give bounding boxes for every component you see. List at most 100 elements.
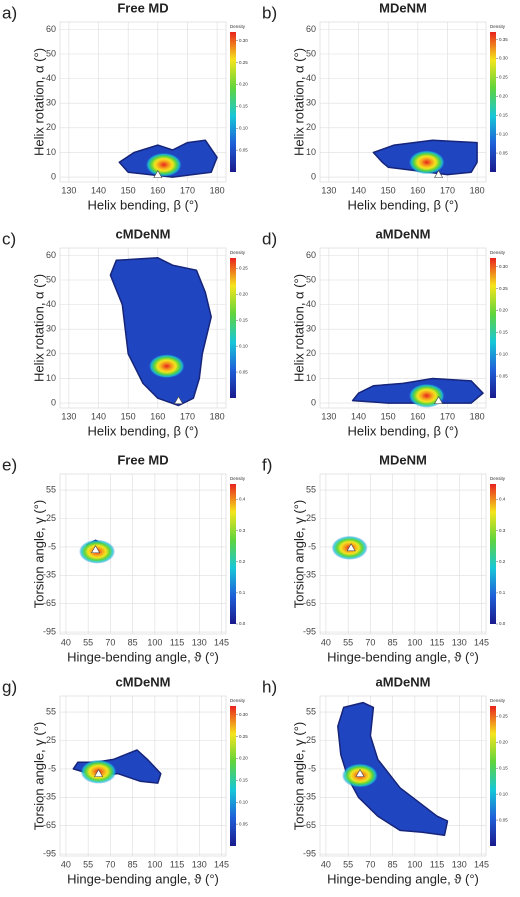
panel-title: Free MD (117, 0, 168, 15)
x-tick-label: 170 (440, 185, 455, 195)
colorbar-tick-label: 0.2 (499, 559, 506, 564)
y-axis-label: Helix rotation, α (°) (31, 274, 46, 382)
colorbar (490, 706, 496, 846)
y-tick-label: 20 (46, 348, 56, 358)
y-tick-label: 55 (46, 484, 56, 494)
y-tick-label: 30 (46, 324, 56, 334)
y-tick-label: 10 (46, 147, 56, 157)
panel-title: aMDeNM (376, 226, 431, 241)
colorbar-tick-label: 0.20 (499, 94, 508, 99)
x-axis-label: Helix bending, β (°) (88, 423, 199, 438)
x-tick-label: 55 (343, 637, 353, 647)
colorbar-tick-label: 0.05 (239, 147, 248, 152)
y-tick-label: 25 (46, 513, 56, 523)
panel-label: c) (2, 229, 16, 248)
y-tick-label: 60 (306, 250, 316, 260)
y-tick-label: 55 (306, 484, 316, 494)
colorbar-title: Density (230, 698, 246, 703)
colorbar (230, 706, 236, 846)
y-tick-label: -95 (43, 626, 56, 636)
colorbar-tick-label: 0.0 (239, 621, 246, 626)
colorbar-tick-label: 0.10 (499, 131, 508, 136)
y-tick-label: 30 (306, 98, 316, 108)
y-tick-label: 10 (306, 373, 316, 383)
x-tick-label: 40 (321, 859, 331, 869)
x-axis-label: Helix bending, β (°) (348, 197, 459, 212)
panel-title: MDeNM (379, 452, 427, 467)
y-tick-label: 55 (306, 706, 316, 716)
x-tick-label: 70 (105, 637, 115, 647)
x-axis-label: Hinge-bending angle, ϑ (°) (67, 649, 219, 664)
peak-marker (434, 396, 444, 404)
colorbar-tick-label: 0.25 (239, 266, 248, 271)
density-core (145, 152, 182, 177)
y-tick-label: 50 (46, 48, 56, 58)
y-tick-label: 30 (46, 98, 56, 108)
x-tick-label: 160 (150, 411, 165, 421)
panel-label: a) (2, 3, 17, 22)
y-tick-label: 20 (306, 122, 316, 132)
x-tick-label: 55 (83, 637, 93, 647)
peak-marker (434, 170, 444, 178)
colorbar-tick-label: 0.1 (239, 590, 246, 595)
colorbar-tick-label: 0.10 (239, 125, 248, 130)
x-tick-label: 115 (170, 859, 184, 869)
y-tick-label: 60 (306, 24, 316, 34)
panel: h) aMDeNM 40 55 70 85 100 115 130 145 -95 -65 -35 -5 2… (262, 674, 508, 886)
x-tick-label: 150 (121, 411, 136, 421)
colorbar-tick-label: 0.15 (239, 104, 248, 109)
x-tick-label: 150 (381, 185, 396, 195)
x-tick-label: 160 (150, 185, 165, 195)
x-tick-label: 180 (470, 411, 485, 421)
peak-marker (91, 545, 101, 554)
colorbar-tick-label: 0.15 (239, 317, 248, 322)
panel: g) cMDeNM 40 55 70 85 100 115 130 145 -95 -65 -35 -5 2… (2, 674, 248, 886)
y-tick-label: 40 (46, 73, 56, 83)
density-core (408, 150, 445, 175)
colorbar-tick-label: 0.30 (239, 38, 248, 43)
x-tick-label: 145 (474, 859, 489, 869)
x-tick-label: 115 (430, 859, 444, 869)
colorbar-title: Density (490, 24, 506, 29)
panel: d) aMDeNM 130 140 150 160 170 180 0 10 20 30 40 50 60 H… (262, 226, 508, 438)
y-tick-label: 60 (46, 250, 56, 260)
colorbar-tick-label: 0.2 (239, 559, 246, 564)
panel-title: Free MD (117, 452, 168, 467)
panel-label: e) (2, 455, 17, 474)
x-tick-label: 130 (452, 859, 467, 869)
colorbar-title: Density (230, 476, 246, 481)
density-core (148, 354, 185, 379)
y-tick-label: -95 (43, 848, 56, 858)
panel: b) MDeNM 130 140 150 160 170 180 0 10 20 30 40 50 60 He… (262, 0, 508, 212)
colorbar-tick-label: 0.15 (499, 330, 508, 335)
colorbar-tick-label: 0.30 (499, 56, 508, 61)
x-tick-label: 145 (214, 637, 229, 647)
colorbar (230, 484, 236, 624)
colorbar-tick-label: 0.30 (499, 264, 508, 269)
x-axis-label: Helix bending, β (°) (88, 197, 199, 212)
y-tick-label: 10 (46, 373, 56, 383)
colorbar-tick-label: 0.25 (239, 734, 248, 739)
colorbar (230, 258, 236, 398)
colorbar-title: Density (490, 476, 506, 481)
x-tick-label: 160 (410, 185, 425, 195)
peak-marker (346, 543, 356, 552)
x-tick-label: 180 (470, 185, 485, 195)
x-tick-label: 85 (128, 859, 138, 869)
density-core (408, 383, 445, 408)
peak-marker (153, 170, 163, 178)
x-tick-label: 85 (388, 859, 398, 869)
y-tick-label: -5 (48, 763, 56, 773)
colorbar-tick-label: 0.15 (239, 778, 248, 783)
y-tick-label: -5 (48, 541, 56, 551)
y-tick-label: 50 (46, 274, 56, 284)
y-tick-label: -65 (303, 598, 316, 608)
y-tick-label: -35 (303, 570, 316, 580)
y-tick-label: 25 (306, 513, 316, 523)
y-tick-label: 60 (46, 24, 56, 34)
panel-label: h) (262, 677, 277, 696)
colorbar-title: Density (230, 250, 246, 255)
peak-marker (355, 769, 365, 777)
y-tick-label: -65 (43, 598, 56, 608)
colorbar-tick-label: 0.10 (499, 351, 508, 356)
